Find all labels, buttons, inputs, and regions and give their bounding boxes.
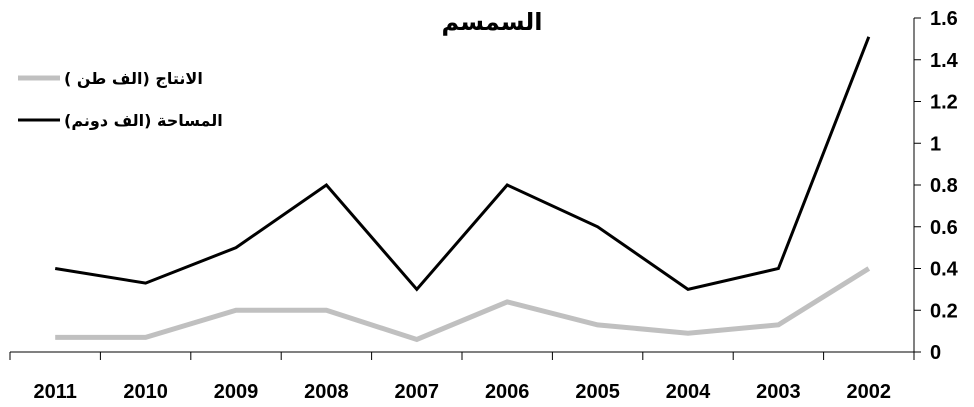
x-tick-label: 2008 [304,381,349,403]
y-tick-label: 0.4 [930,259,959,281]
y-tick-label: 0 [930,342,941,364]
x-tick-labels: 2011 2010 2009 2008 2007 2006 2005 2004 2003 2002 [34,381,892,403]
series-line-area [54,36,871,292]
y-tick-label: 0.6 [930,217,958,239]
legend-label-area: المساحة (الف دونم) [64,111,223,130]
x-tick-label: 2005 [575,381,620,403]
legend: الانتاج (الف طن ) المساحة (الف دونم) [18,69,223,130]
y-tick-label: 1 [930,133,941,155]
y-tick-label: 0.2 [930,300,958,322]
series-layer [54,36,871,343]
x-tick-label: 2007 [395,381,440,403]
y-tick-label: 0.8 [930,175,958,197]
axes [9,17,921,360]
y-tick-label: 1.4 [930,50,959,72]
y-tick-label: 1.2 [930,92,958,114]
x-tick-label: 2010 [123,381,168,403]
y-tick-label: 1.6 [930,8,958,30]
legend-label-production: الانتاج (الف طن ) [64,69,203,88]
x-tick-label: 2002 [847,381,892,403]
y-tick-labels: 0 0.2 0.4 0.6 0.8 1 1.2 1.4 1.6 [930,8,959,364]
chart-title: السمسم [442,8,543,36]
x-tick-label: 2004 [666,381,711,403]
x-tick-label: 2011 [34,381,77,403]
series-line-production [55,266,871,343]
x-tick-label: 2006 [485,381,530,403]
x-tick-label: 2003 [756,381,801,403]
x-tick-label: 2009 [214,381,259,403]
